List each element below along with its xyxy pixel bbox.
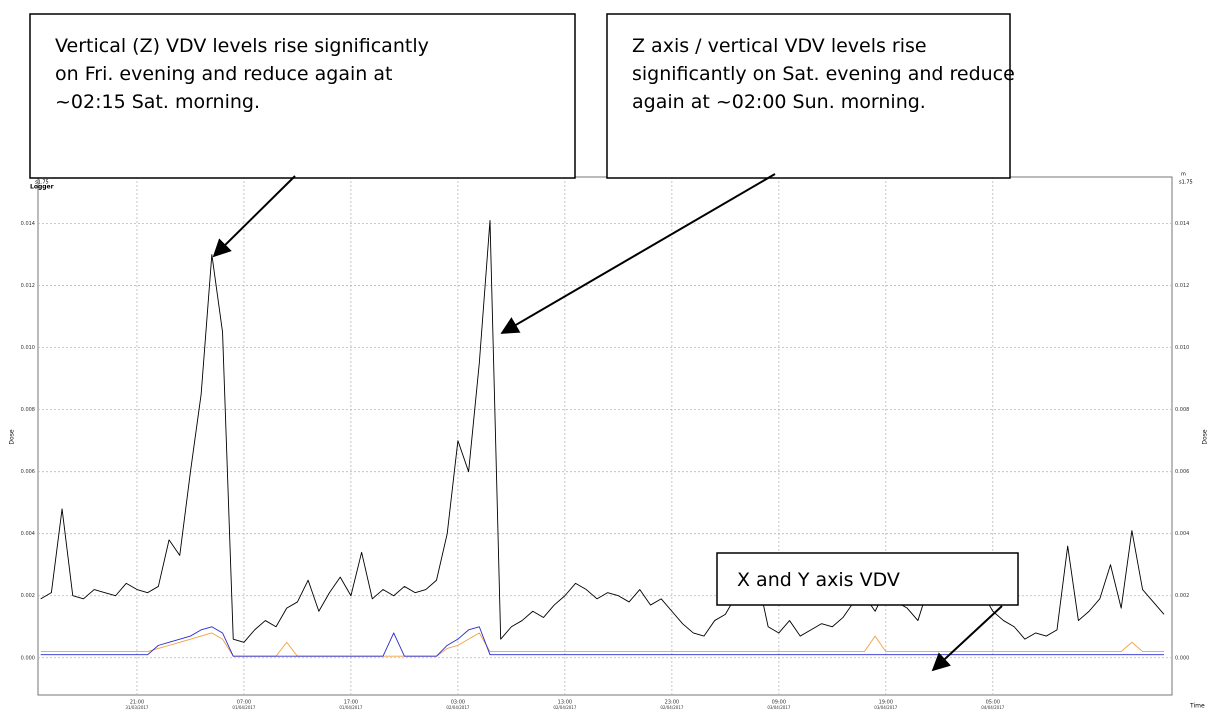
annotation-text: on Fri. evening and reduce again at — [55, 63, 392, 85]
x-tick-date: 01/04/2017 — [339, 705, 363, 710]
y-tick-label-right: 0.010 — [1175, 345, 1189, 351]
y-axis-label: Dose — [9, 429, 16, 444]
y-tick-label: 0.006 — [21, 469, 35, 475]
x-tick-label: 07:00 — [237, 700, 251, 706]
y-tick-label: 0.004 — [21, 531, 35, 537]
y-tick-label: 0.002 — [21, 593, 35, 599]
series-line — [40, 632, 1164, 657]
x-tick-date: 02/04/2017 — [660, 705, 684, 710]
annotation-arrow — [500, 173, 776, 334]
unit-bottom: s1.75 — [35, 180, 49, 186]
x-tick-label: 09:00 — [772, 700, 786, 706]
unit-top-right: m — [1181, 172, 1186, 178]
y-tick-label-right: 0.008 — [1175, 407, 1189, 413]
plot-frame — [37, 176, 1173, 696]
y-tick-label-right: 0.012 — [1175, 283, 1189, 289]
y-tick-label: 0.012 — [21, 283, 35, 289]
y-tick-label: 0.008 — [21, 407, 35, 413]
series-line — [40, 626, 1164, 657]
x-tick-date: 03/04/2017 — [767, 705, 791, 710]
x-tick-date: 02/04/2017 — [446, 705, 470, 710]
x-tick-label: 03:00 — [451, 700, 465, 706]
annotation-box — [606, 13, 1011, 179]
x-tick-label: 17:00 — [344, 700, 358, 706]
annotation-text: Vertical (Z) VDV levels rise significant… — [55, 35, 429, 57]
x-tick-date: 04/04/2017 — [981, 705, 1005, 710]
unit-bottom-right: s1.75 — [1179, 180, 1193, 186]
x-tick-date: 02/04/2017 — [553, 705, 577, 710]
annotation-text: again at ~02:00 Sun. morning. — [632, 91, 926, 113]
y-axis-label-right: Dose — [1202, 429, 1209, 444]
annotation-text: significantly on Sat. evening and reduce — [632, 63, 1015, 85]
annotation-arrow — [212, 175, 296, 258]
x-tick-label: 21:00 — [130, 700, 144, 706]
x-tick-label: 05:00 — [986, 700, 1000, 706]
y-tick-label: 0.010 — [21, 345, 35, 351]
y-tick-label: 0.014 — [21, 221, 35, 227]
x-axis-label: Time — [1189, 703, 1205, 710]
annotations: Vertical (Z) VDV levels rise significant… — [29, 13, 1019, 672]
y-tick-label-right: 0.002 — [1175, 593, 1189, 599]
x-tick-label: 23:00 — [665, 700, 679, 706]
annotation-text: ~02:15 Sat. morning. — [55, 91, 260, 113]
x-tick-date: 03/04/2017 — [874, 705, 898, 710]
x-tick-label: 13:00 — [558, 700, 572, 706]
x-tick-label: 19:00 — [879, 700, 893, 706]
y-tick-label-right: 0.000 — [1175, 655, 1189, 661]
y-tick-label-right: 0.014 — [1175, 221, 1189, 227]
annotation-arrow — [931, 605, 1003, 672]
x-tick-date: 01/04/2017 — [232, 705, 256, 710]
y-tick-label-right: 0.004 — [1175, 531, 1189, 537]
annotation-box — [716, 552, 1019, 606]
x-tick-date: 31/03/2017 — [125, 705, 149, 710]
chart-title: Logger — [30, 184, 54, 191]
y-tick-label: 0.000 — [21, 655, 35, 661]
annotation-text: X and Y axis VDV — [737, 569, 900, 591]
grid: 0.000 0.000 0.002 0.002 0.004 0.004 0.006 0.006… — [21, 177, 1189, 710]
annotation-box — [29, 13, 576, 179]
y-tick-label-right: 0.006 — [1175, 469, 1189, 475]
annotation-text: Z axis / vertical VDV levels rise — [632, 35, 927, 57]
